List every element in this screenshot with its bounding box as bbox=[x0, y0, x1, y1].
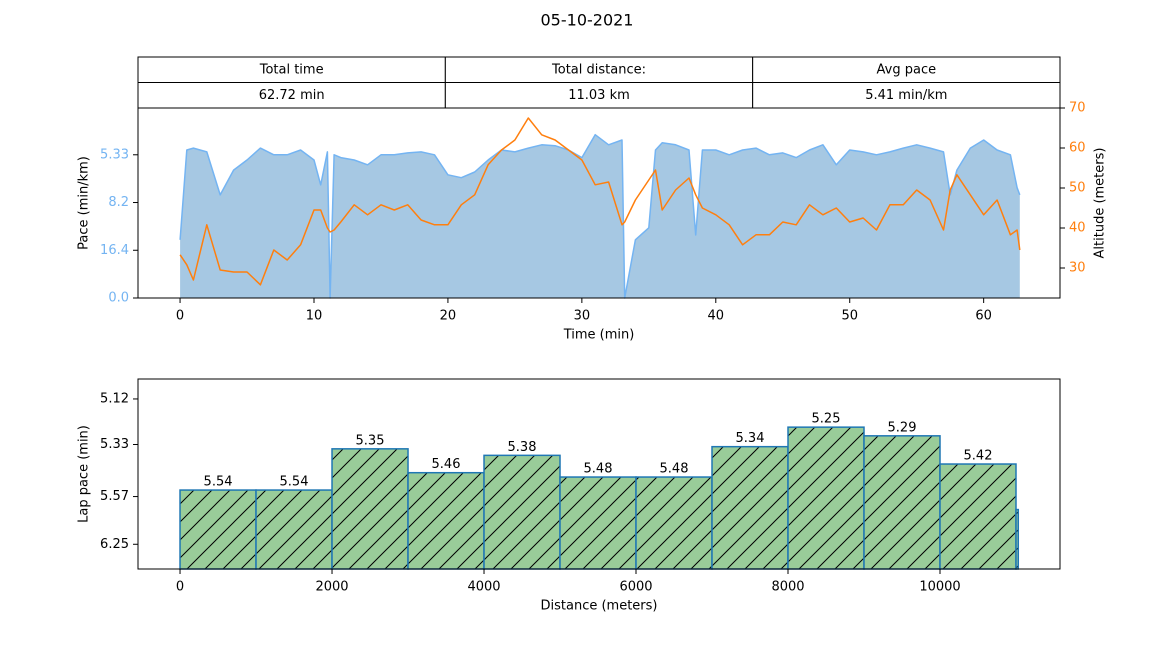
bar-label: 5.54 bbox=[280, 475, 309, 490]
x-axis-label: Distance (meters) bbox=[541, 599, 658, 614]
bar-hatch bbox=[484, 455, 561, 569]
y-tick-label: 5.33 bbox=[100, 147, 129, 162]
y-tick-label: 8.2 bbox=[108, 195, 129, 210]
x-axis-label: Time (min) bbox=[563, 328, 635, 343]
table-text: 5.41 min/km bbox=[865, 88, 947, 103]
x-tick-label: 8000 bbox=[771, 580, 804, 595]
y2-tick-label: 50 bbox=[1069, 181, 1086, 196]
x-tick-label: 2000 bbox=[315, 580, 348, 595]
y2-tick-label: 60 bbox=[1069, 141, 1086, 156]
x-tick-label: 50 bbox=[841, 309, 858, 324]
bar-label: 5.25 bbox=[812, 412, 841, 427]
bar-hatch bbox=[1015, 509, 1019, 569]
bar-hatch bbox=[408, 472, 485, 569]
x-tick-label: 0 bbox=[176, 309, 184, 324]
figure-title: 05-10-2021 bbox=[541, 11, 634, 30]
y-tick-label: 0.0 bbox=[108, 291, 129, 306]
x-tick-label: 10 bbox=[306, 309, 323, 324]
y2-tick-label: 40 bbox=[1069, 221, 1086, 236]
table-cell bbox=[137, 56, 446, 83]
bar-hatch bbox=[636, 477, 713, 569]
bar-hatch bbox=[332, 448, 409, 569]
bar-label: 5.48 bbox=[584, 462, 613, 477]
y-tick-label: 6.25 bbox=[100, 537, 129, 552]
x-tick-label: 30 bbox=[574, 309, 591, 324]
bar-hatch bbox=[256, 490, 333, 569]
bar-label: 5.48 bbox=[660, 462, 689, 477]
bar-hatch bbox=[788, 427, 865, 569]
axes-frame bbox=[137, 378, 1061, 570]
table-cell bbox=[752, 56, 1061, 83]
bar-hatch bbox=[712, 446, 789, 569]
bar-hatch bbox=[560, 477, 637, 569]
y2-tick-label: 30 bbox=[1069, 261, 1086, 276]
x-tick-label: 20 bbox=[440, 309, 457, 324]
table-cell bbox=[752, 82, 1061, 109]
y-axis-label: Pace (min/km) bbox=[77, 156, 92, 250]
x-tick-label: 0 bbox=[176, 580, 184, 595]
bar-hatch bbox=[940, 464, 1016, 569]
table-text: Total time bbox=[259, 62, 324, 77]
y-axis-label: Lap pace (min) bbox=[77, 425, 92, 523]
bar-label: 5.34 bbox=[736, 431, 765, 446]
bar-label: 5.54 bbox=[204, 475, 233, 490]
table-text: Avg pace bbox=[877, 62, 937, 77]
line bbox=[179, 133, 1021, 299]
table-text: Total distance: bbox=[551, 62, 646, 77]
bar-label: 5.38 bbox=[508, 440, 537, 455]
y2-axis-label: Altitude (meters) bbox=[1093, 148, 1108, 259]
area-fill bbox=[180, 134, 1020, 298]
bar-label: 5.42 bbox=[964, 449, 993, 464]
bar-hatch bbox=[864, 435, 941, 569]
table-text: 62.72 min bbox=[259, 88, 325, 103]
table-cell bbox=[444, 56, 754, 83]
bar-label: 5.29 bbox=[888, 420, 917, 435]
y-tick-label: 5.12 bbox=[100, 391, 129, 406]
x-tick-label: 60 bbox=[975, 309, 992, 324]
bar-label: 5.35 bbox=[356, 433, 385, 448]
y-tick-label: 5.33 bbox=[100, 437, 129, 452]
y-tick-label: 5.57 bbox=[100, 489, 129, 504]
x-tick-label: 4000 bbox=[467, 580, 500, 595]
bar-label: 5.46 bbox=[432, 457, 461, 472]
bar-hatch bbox=[180, 490, 257, 569]
line bbox=[179, 117, 1021, 286]
x-tick-label: 40 bbox=[708, 309, 725, 324]
y-tick-label: 16.4 bbox=[100, 243, 129, 258]
x-tick-label: 6000 bbox=[619, 580, 652, 595]
x-tick-label: 10000 bbox=[919, 580, 960, 595]
table-text: 11.03 km bbox=[568, 88, 630, 103]
y2-tick-label: 70 bbox=[1069, 101, 1086, 116]
